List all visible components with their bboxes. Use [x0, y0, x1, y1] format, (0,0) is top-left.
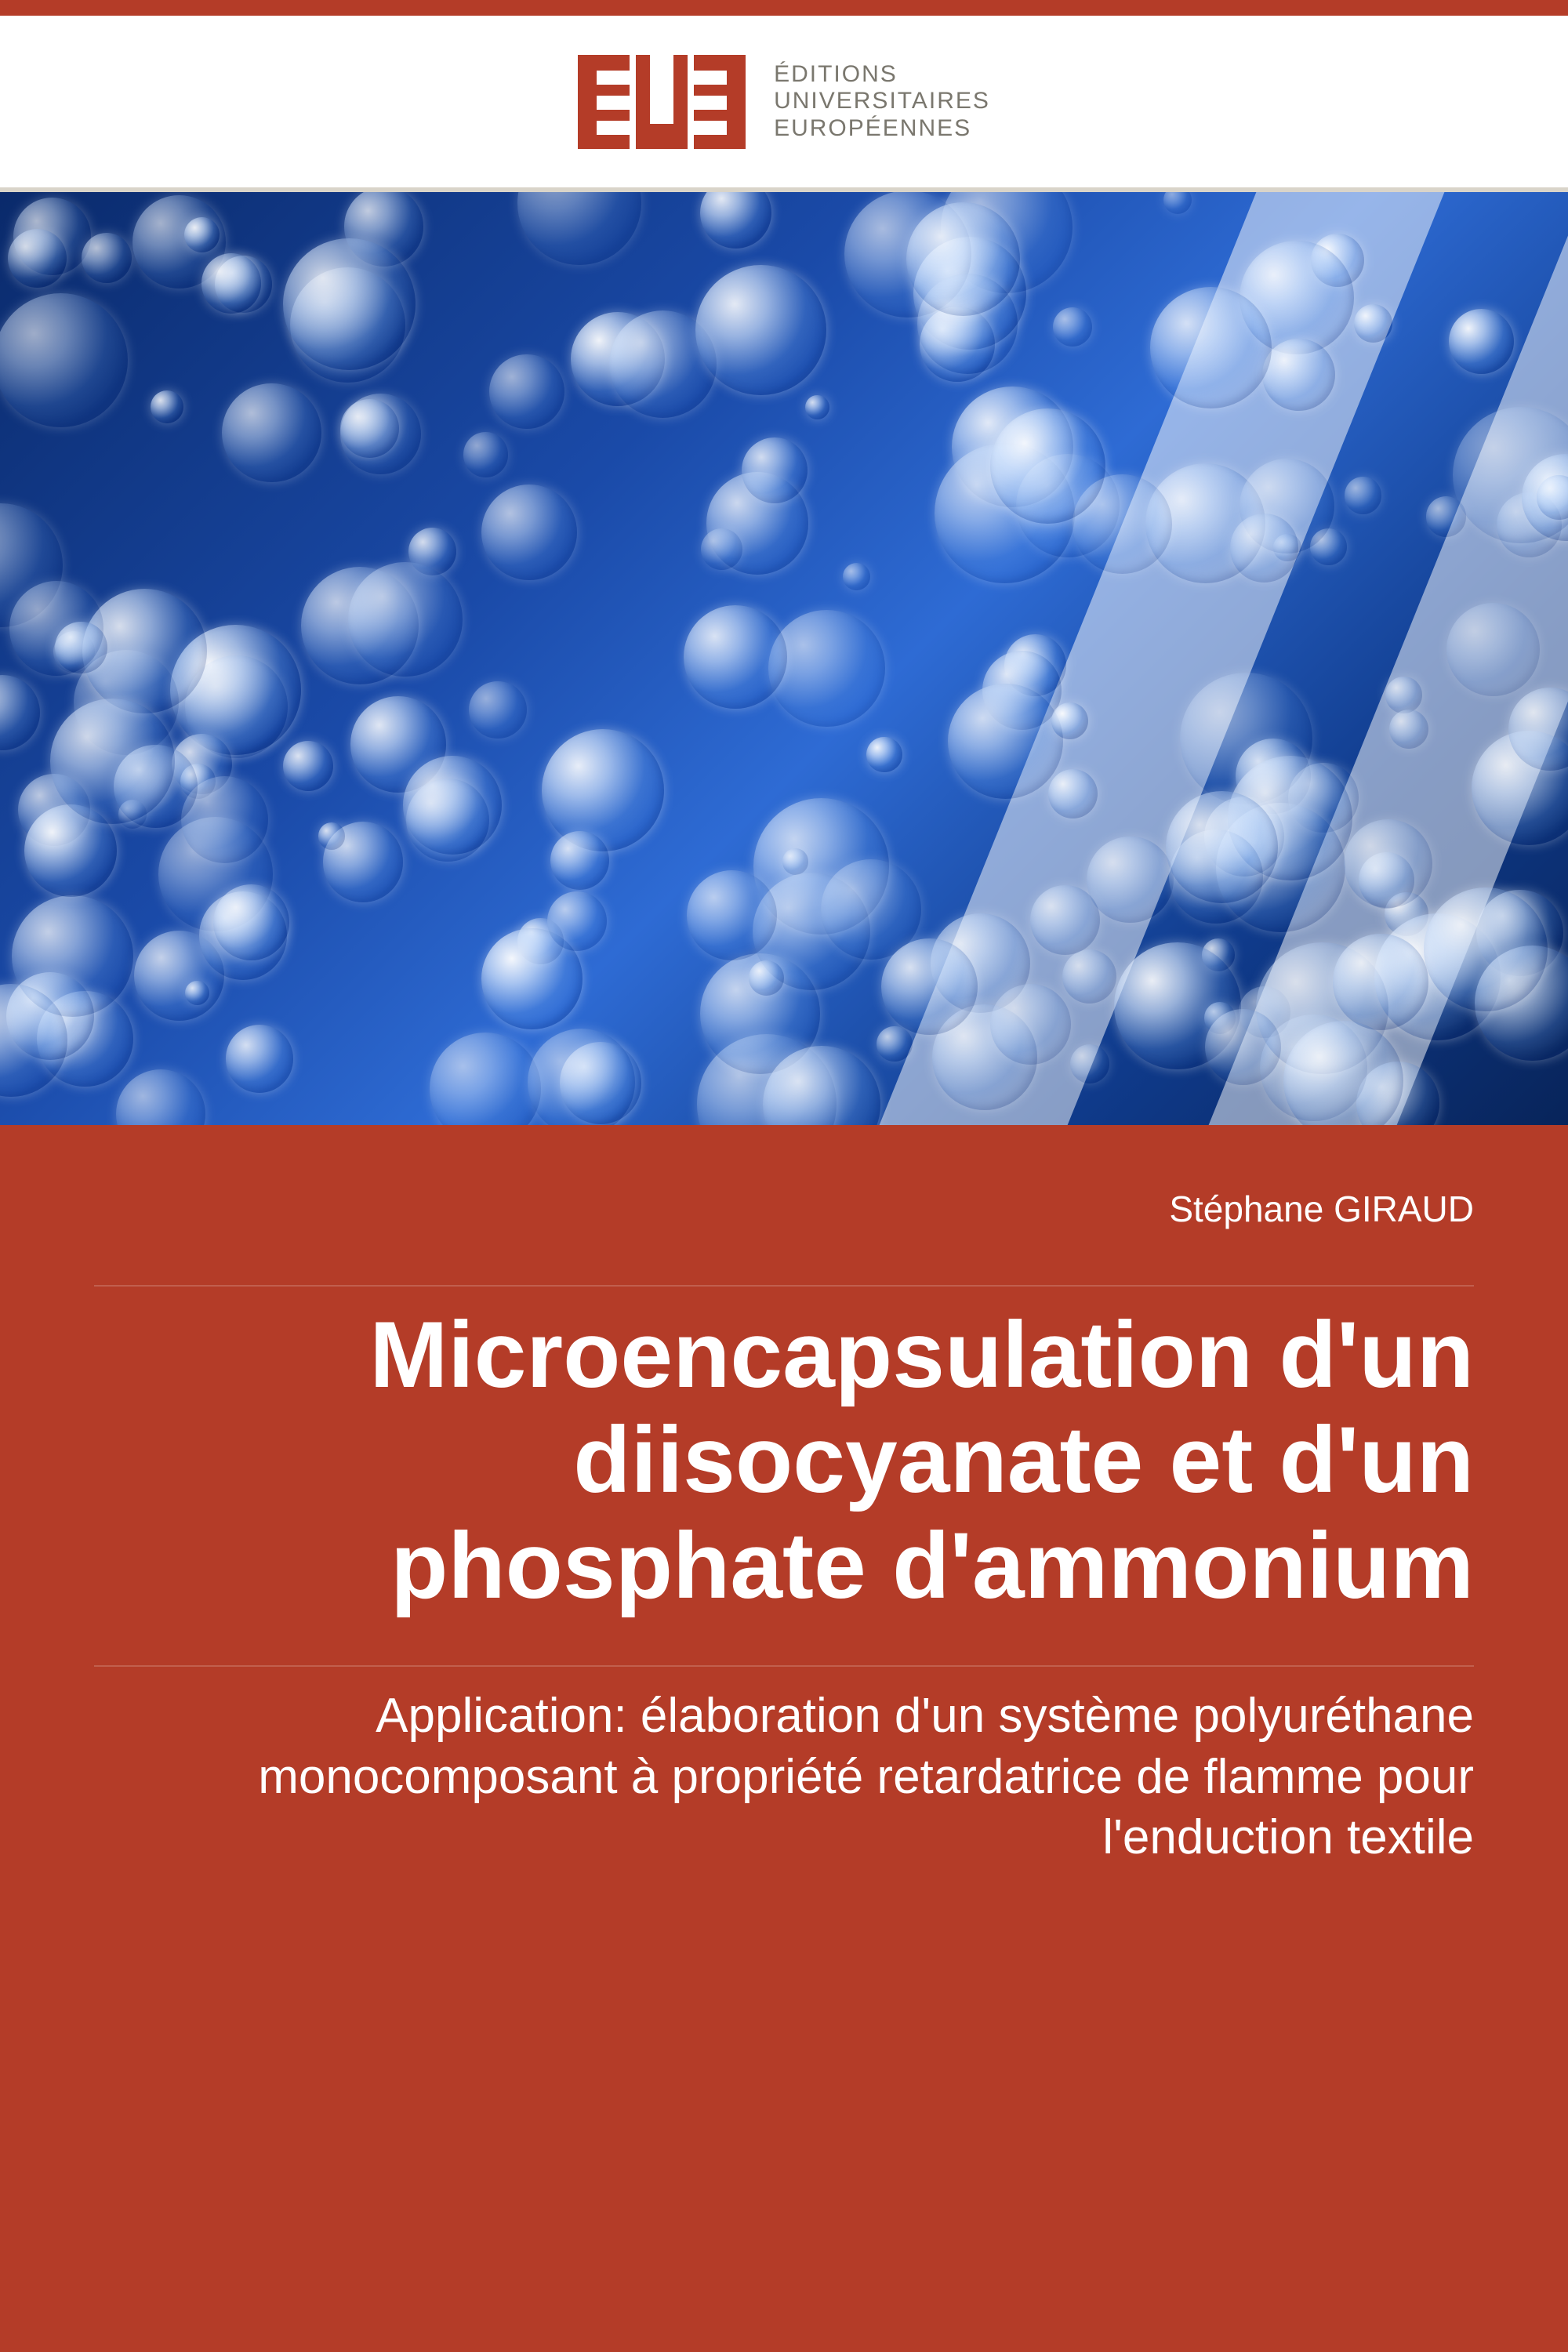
publisher-name-line: ÉDITIONS	[774, 61, 990, 89]
hero-bubble	[1354, 304, 1392, 343]
title-panel: Stéphane GIRAUD Microencapsulation d'un …	[0, 1125, 1568, 2352]
hero-bubble	[0, 675, 40, 750]
hero-bubble	[406, 779, 489, 862]
publisher-header: ÉDITIONS UNIVERSITAIRES EUROPÉENNES	[0, 16, 1568, 192]
hero-bubble	[481, 485, 578, 581]
hero-bubble	[542, 729, 664, 851]
hero-bubble	[701, 528, 742, 570]
hero-bubble	[906, 202, 1020, 316]
hero-bubble	[348, 562, 463, 677]
hero-bubble	[1345, 477, 1382, 514]
hero-bubble	[469, 681, 526, 739]
hero-bubble	[1230, 514, 1298, 582]
hero-image	[0, 192, 1568, 1125]
hero-bubble	[1262, 339, 1335, 412]
hero-bubble	[82, 233, 132, 283]
hero-bubble	[184, 217, 220, 252]
book-cover: ÉDITIONS UNIVERSITAIRES EUROPÉENNES Stép…	[0, 0, 1568, 2352]
hero-bubble	[1424, 887, 1548, 1012]
hero-bubble	[843, 563, 870, 590]
hero-bubble	[1344, 819, 1432, 908]
hero-bubble	[1053, 307, 1092, 347]
hero-bubble	[340, 399, 399, 458]
hero-bubble	[1163, 192, 1192, 214]
hero-bubble	[782, 848, 808, 874]
hero-bubble	[463, 432, 509, 477]
hero-bubble	[1030, 885, 1100, 955]
publisher-name-line: UNIVERSITAIRES	[774, 88, 990, 115]
hero-bubble	[201, 253, 261, 313]
hero-bubble	[990, 984, 1071, 1065]
divider	[94, 1665, 1474, 1667]
hero-bubble	[9, 581, 103, 675]
hero-bubble	[50, 699, 176, 824]
hero-bubble	[550, 831, 610, 891]
author-name: Stéphane GIRAUD	[94, 1188, 1474, 1230]
hero-bubble	[1087, 837, 1173, 923]
hero-bubble	[866, 737, 902, 773]
hero-bubble	[489, 354, 564, 430]
hero-bubble	[1205, 1009, 1281, 1085]
hero-bubble	[1062, 949, 1116, 1004]
top-accent-bar	[0, 0, 1568, 16]
hero-bubble	[283, 741, 333, 791]
hero-bubble	[8, 229, 67, 289]
hero-bubble	[990, 408, 1105, 524]
book-subtitle: Application: élaboration d'un système po…	[94, 1686, 1474, 1868]
hero-bubble	[226, 1025, 294, 1093]
hero-bubble	[1446, 603, 1540, 696]
hero-bubble	[528, 1029, 635, 1125]
publisher-name: ÉDITIONS UNIVERSITAIRES EUROPÉENNES	[774, 61, 990, 143]
hero-bubble	[695, 265, 826, 396]
book-title: Microencapsulation d'un diisocyanate et …	[94, 1302, 1474, 1618]
hero-bubble	[222, 383, 321, 483]
hero-bubble	[881, 938, 978, 1036]
hero-bubble	[1166, 791, 1278, 903]
hero-bubble	[700, 192, 771, 249]
hero-bubble	[877, 1026, 913, 1062]
hero-bubble	[517, 192, 641, 265]
publisher-name-line: EUROPÉENNES	[774, 115, 990, 143]
publisher-logo-block: ÉDITIONS UNIVERSITAIRES EUROPÉENNES	[578, 47, 990, 157]
hero-bubble	[116, 1069, 205, 1125]
hero-bubble	[749, 960, 784, 996]
hero-bubble	[948, 684, 1063, 799]
hero-bubble	[430, 1033, 541, 1125]
hero-bubble	[1070, 1044, 1109, 1083]
hero-bubble	[0, 293, 128, 427]
hero-bubble	[1150, 287, 1272, 408]
hero-bubble	[684, 605, 787, 709]
hero-bubble	[151, 390, 183, 423]
hero-bubble	[1385, 677, 1422, 713]
eue-logo-icon	[578, 47, 750, 157]
hero-bubble	[742, 437, 808, 503]
hero-bubble	[318, 822, 346, 850]
hero-bubble	[1449, 309, 1514, 374]
hero-bubble	[1333, 934, 1428, 1029]
hero-bubble	[213, 884, 289, 960]
hero-bubble	[547, 891, 607, 951]
hero-bubble	[687, 870, 777, 960]
publisher-logo-mark	[578, 47, 750, 157]
hero-bubble	[1389, 710, 1428, 749]
hero-bubble	[185, 981, 209, 1005]
hero-bubble	[1051, 702, 1088, 739]
hero-bubble	[805, 395, 829, 419]
hero-bubble	[283, 238, 416, 371]
divider	[94, 1285, 1474, 1287]
